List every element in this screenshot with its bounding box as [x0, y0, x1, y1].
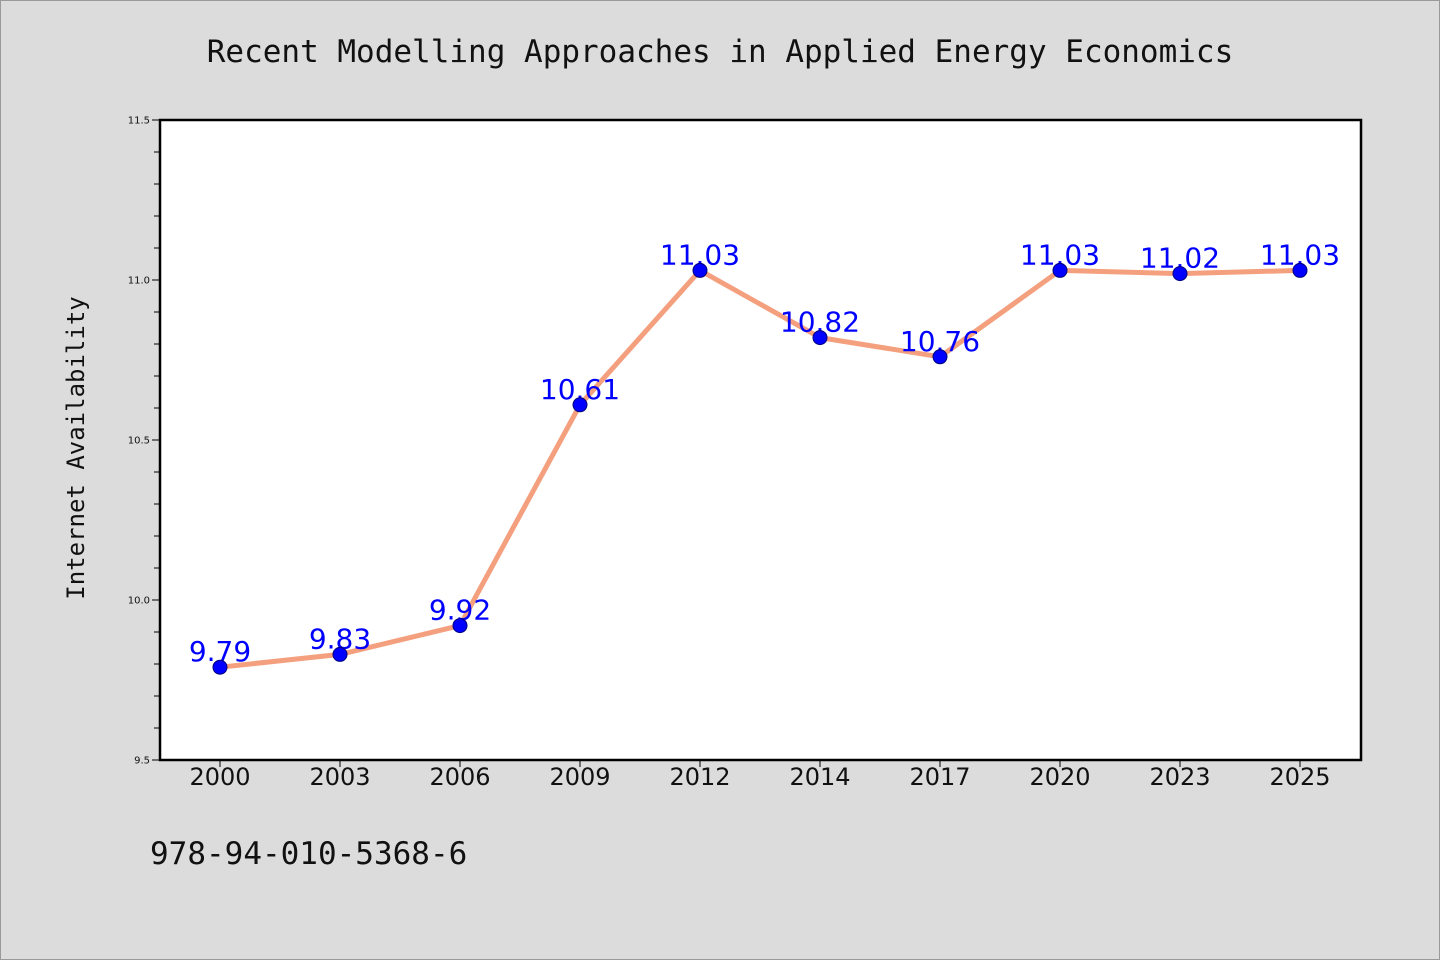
y-tick-label: 11.5 [128, 116, 150, 127]
x-tick-label: 2023 [1149, 763, 1210, 791]
data-point [692, 262, 708, 278]
x-tick-label: 2000 [189, 763, 250, 791]
data-point [932, 349, 948, 365]
x-tick-label: 2017 [909, 763, 970, 791]
x-tick-label: 2009 [549, 763, 610, 791]
plot-border [158, 118, 1363, 762]
x-tick-label: 2006 [429, 763, 490, 791]
data-point [1052, 262, 1068, 278]
x-tick-label: 2025 [1269, 763, 1330, 791]
data-markers [212, 262, 1308, 675]
data-point [452, 618, 468, 634]
x-tick-labels: 2000 2003 2006 2009 2012 2014 2017 2020 2023 2025 [189, 763, 1330, 791]
footer-identifier: 978-94-010-5368-6 [150, 836, 467, 872]
series-line-group [217, 267, 1303, 670]
x-tick-label: 2012 [669, 763, 730, 791]
data-point [1172, 266, 1188, 282]
y-tick-label: 10.5 [128, 436, 150, 447]
x-tick-label: 2003 [309, 763, 370, 791]
y-axis-label: Internet Availability [62, 296, 90, 599]
data-point [212, 659, 228, 675]
y-tick-label: 11.0 [128, 276, 150, 287]
series-line [217, 267, 1303, 670]
y-tick-label: 10.0 [128, 596, 150, 607]
data-point [332, 646, 348, 662]
y-tick-label: 9.5 [134, 756, 150, 767]
chart-title: Recent Modelling Approaches in Applied E… [207, 34, 1234, 70]
data-point [572, 397, 588, 413]
y-tick-labels: 9.5 10.0 10.5 11.0 11.5 [128, 116, 150, 767]
data-point [1292, 262, 1308, 278]
plot-area [160, 120, 1361, 760]
x-tick-label: 2020 [1029, 763, 1090, 791]
data-point [812, 330, 828, 346]
x-tick-label: 2014 [789, 763, 850, 791]
